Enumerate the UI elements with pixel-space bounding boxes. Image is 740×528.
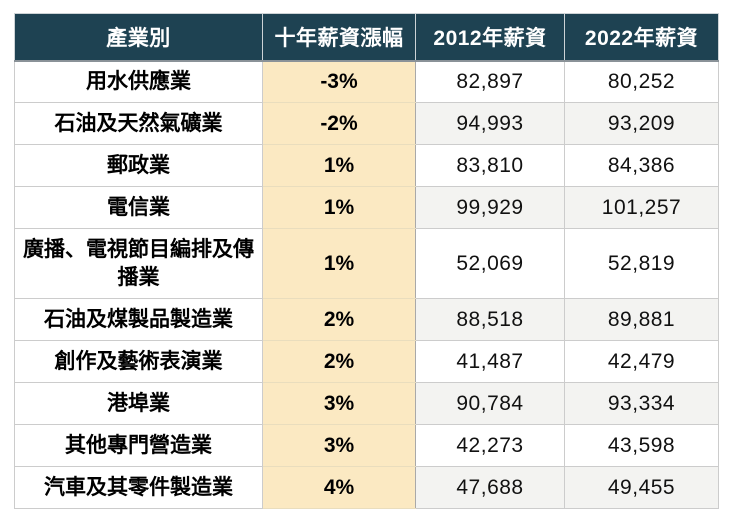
table-row: 廣播、電視節目編排及傳播業 1% 52,069 52,819 (14, 228, 719, 299)
table-row: 郵政業 1% 83,810 84,386 (14, 144, 719, 187)
salary-2012-cell: 47,688 (415, 466, 565, 509)
salary-2022-cell: 43,598 (564, 424, 719, 467)
salary-2022-cell: 101,257 (564, 186, 719, 229)
table-row: 港埠業 3% 90,784 93,334 (14, 382, 719, 425)
table-row: 石油及天然氣礦業 -2% 94,993 93,209 (14, 102, 719, 145)
change-cell: 1% (262, 228, 416, 299)
header-row: 產業別 十年薪資漲幅 2012年薪資 2022年薪資 (14, 13, 719, 62)
change-cell: 1% (262, 144, 416, 187)
salary-2012-cell: 83,810 (415, 144, 565, 187)
salary-2012-cell: 42,273 (415, 424, 565, 467)
table-row: 電信業 1% 99,929 101,257 (14, 186, 719, 229)
salary-2012-cell: 41,487 (415, 340, 565, 383)
col-header-salary-2012: 2012年薪資 (415, 13, 565, 62)
table-row: 汽車及其零件製造業 4% 47,688 49,455 (14, 466, 719, 509)
change-cell: 4% (262, 466, 416, 509)
industry-cell: 創作及藝術表演業 (14, 340, 263, 383)
col-header-industry: 產業別 (14, 13, 263, 62)
industry-cell: 其他專門營造業 (14, 424, 263, 467)
salary-2012-cell: 82,897 (415, 60, 565, 103)
salary-2012-cell: 52,069 (415, 228, 565, 299)
salary-2012-cell: 94,993 (415, 102, 565, 145)
salary-2012-cell: 88,518 (415, 298, 565, 341)
industry-cell: 廣播、電視節目編排及傳播業 (14, 228, 263, 299)
industry-cell: 用水供應業 (14, 60, 263, 103)
industry-cell: 電信業 (14, 186, 263, 229)
salary-2022-cell: 93,209 (564, 102, 719, 145)
change-cell: 1% (262, 186, 416, 229)
industry-cell: 石油及天然氣礦業 (14, 102, 263, 145)
salary-2012-cell: 90,784 (415, 382, 565, 425)
table-row: 石油及煤製品製造業 2% 88,518 89,881 (14, 298, 719, 341)
salary-2022-cell: 42,479 (564, 340, 719, 383)
change-cell: 3% (262, 382, 416, 425)
change-cell: -3% (262, 60, 416, 103)
table-row: 創作及藝術表演業 2% 41,487 42,479 (14, 340, 719, 383)
industry-cell: 郵政業 (14, 144, 263, 187)
industry-cell: 汽車及其零件製造業 (14, 466, 263, 509)
salary-2022-cell: 49,455 (564, 466, 719, 509)
change-cell: 2% (262, 340, 416, 383)
table-row: 用水供應業 -3% 82,897 80,252 (14, 60, 719, 103)
change-cell: 2% (262, 298, 416, 341)
salary-table: 產業別 十年薪資漲幅 2012年薪資 2022年薪資 用水供應業 -3% 82,… (14, 13, 719, 509)
change-cell: -2% (262, 102, 416, 145)
salary-2022-cell: 84,386 (564, 144, 719, 187)
col-header-salary-2022: 2022年薪資 (564, 13, 719, 62)
salary-2012-cell: 99,929 (415, 186, 565, 229)
table-body: 用水供應業 -3% 82,897 80,252 石油及天然氣礦業 -2% 94,… (14, 60, 719, 509)
col-header-change: 十年薪資漲幅 (262, 13, 416, 62)
change-cell: 3% (262, 424, 416, 467)
salary-2022-cell: 93,334 (564, 382, 719, 425)
industry-cell: 港埠業 (14, 382, 263, 425)
salary-2022-cell: 89,881 (564, 298, 719, 341)
salary-2022-cell: 52,819 (564, 228, 719, 299)
industry-cell: 石油及煤製品製造業 (14, 298, 263, 341)
salary-2022-cell: 80,252 (564, 60, 719, 103)
table-row: 其他專門營造業 3% 42,273 43,598 (14, 424, 719, 467)
